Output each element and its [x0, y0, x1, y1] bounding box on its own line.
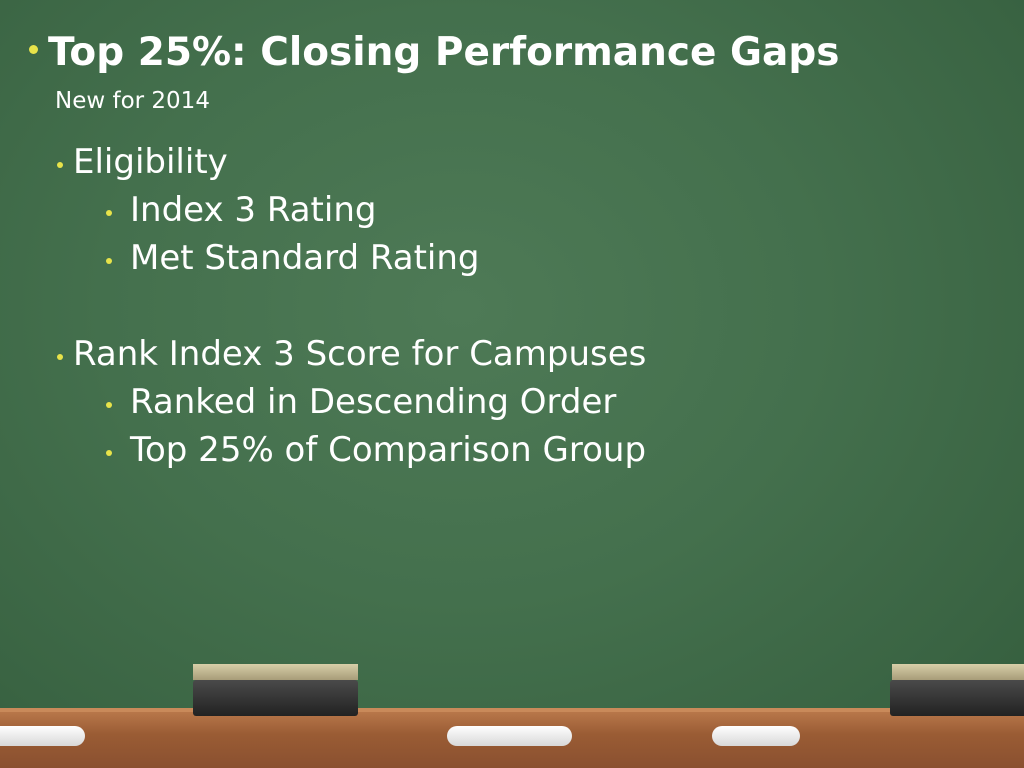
ledge-edge: [0, 708, 1024, 714]
eraser: [890, 680, 1024, 716]
bullet-text: Rank Index 3 Score for Campuses: [73, 334, 647, 374]
eraser: [193, 680, 358, 716]
sub-bullet-dot: [106, 402, 112, 408]
eraser-felt: [892, 664, 1024, 680]
bullet-text: Eligibility: [73, 142, 228, 182]
chalk: [0, 726, 85, 746]
eraser-felt: [193, 664, 358, 680]
slide-title: Top 25%: Closing Performance Gaps: [48, 30, 840, 75]
sub-bullet-dot: [106, 258, 112, 264]
bullet-dot: [57, 162, 63, 168]
bullet-dot: [29, 45, 38, 54]
sub-bullet-text: Met Standard Rating: [130, 238, 480, 278]
sub-bullet-dot: [106, 450, 112, 456]
sub-bullet-text: Ranked in Descending Order: [130, 382, 617, 422]
chalk: [447, 726, 572, 746]
chalk: [712, 726, 800, 746]
sub-bullet-text: Index 3 Rating: [130, 190, 377, 230]
slide-subtitle: New for 2014: [55, 88, 210, 114]
sub-bullet-dot: [106, 210, 112, 216]
bullet-dot: [57, 354, 63, 360]
sub-bullet-text: Top 25% of Comparison Group: [130, 430, 647, 470]
